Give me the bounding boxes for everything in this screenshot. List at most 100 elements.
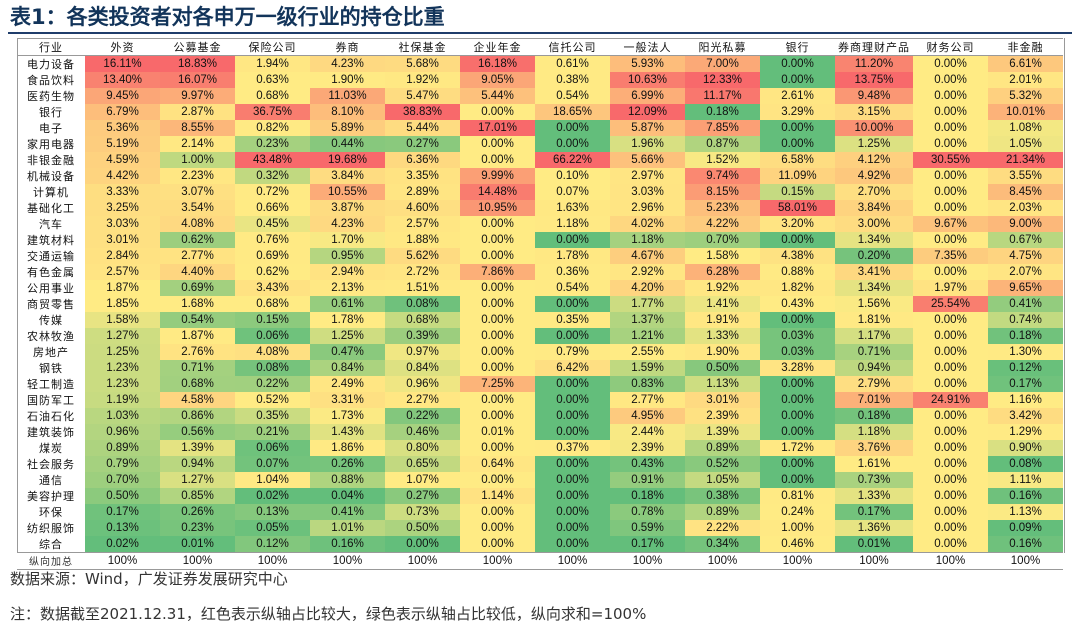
header-investor: 公募基金	[160, 38, 235, 56]
holding-cell: 2.84%	[85, 248, 160, 264]
holding-cell: 1.25%	[310, 328, 385, 344]
header-investor: 信托公司	[535, 38, 610, 56]
holding-cell: 0.41%	[988, 296, 1063, 312]
holding-cell: 9.67%	[913, 216, 988, 232]
holding-cell: 0.00%	[460, 344, 535, 360]
holding-cell: 2.57%	[385, 216, 460, 232]
holding-cell: 0.00%	[760, 312, 835, 328]
holding-cell: 0.39%	[385, 328, 460, 344]
industry-label: 房地产	[17, 344, 85, 360]
holding-cell: 0.00%	[460, 360, 535, 376]
holding-cell: 0.78%	[610, 504, 685, 520]
holding-cell: 4.38%	[760, 248, 835, 264]
holding-cell: 0.18%	[610, 488, 685, 504]
header-investor: 阳光私募	[685, 38, 760, 56]
holding-cell: 3.07%	[160, 184, 235, 200]
total-cell: 100%	[160, 552, 235, 570]
holding-cell: 3.41%	[835, 264, 913, 280]
holding-cell: 0.94%	[835, 360, 913, 376]
holding-cell: 0.38%	[535, 72, 610, 88]
table-row: 公用事业 1.87% 0.69% 3.43% 2.13% 1.51% 0.00% 0.54% 4…	[17, 280, 1063, 296]
holding-cell: 9.00%	[988, 216, 1063, 232]
holding-cell: 0.00%	[460, 440, 535, 456]
holding-cell: 0.23%	[235, 136, 310, 152]
holding-cell: 3.55%	[988, 168, 1063, 184]
holding-cell: 0.08%	[235, 360, 310, 376]
holding-cell: 0.00%	[535, 456, 610, 472]
holding-cell: 0.54%	[535, 88, 610, 104]
holding-cell: 0.91%	[610, 472, 685, 488]
holding-cell: 0.00%	[535, 520, 610, 536]
header-investor: 银行	[760, 38, 835, 56]
holding-cell: 0.70%	[685, 232, 760, 248]
holding-cell: 13.75%	[835, 72, 913, 88]
holding-cell: 0.76%	[235, 232, 310, 248]
holding-cell: 2.97%	[610, 168, 685, 184]
holding-cell: 2.01%	[988, 72, 1063, 88]
holding-cell: 2.96%	[610, 200, 685, 216]
holding-cell: 5.89%	[310, 120, 385, 136]
holding-cell: 1.51%	[385, 280, 460, 296]
table-row: 社会服务 0.79% 0.94% 0.07% 0.26% 0.65% 0.64% 0.00% 0…	[17, 456, 1063, 472]
holding-cell: 0.00%	[385, 536, 460, 553]
holding-cell: 0.01%	[835, 536, 913, 553]
holding-cell: 0.79%	[535, 344, 610, 360]
holding-cell: 1.90%	[685, 344, 760, 360]
total-cell: 100%	[535, 552, 610, 570]
holding-cell: 0.00%	[913, 344, 988, 360]
table-row: 农林牧渔 1.27% 1.87% 0.06% 1.25% 0.39% 0.00% 0.00% 1…	[17, 328, 1063, 344]
holding-cell: 0.00%	[535, 392, 610, 408]
holding-cell: 1.86%	[310, 440, 385, 456]
header-investor: 券商	[310, 38, 385, 56]
holding-cell: 0.27%	[385, 488, 460, 504]
holding-cell: 1.56%	[835, 296, 913, 312]
holding-cell: 0.08%	[988, 456, 1063, 472]
holding-cell: 0.70%	[85, 472, 160, 488]
holding-cell: 4.08%	[160, 216, 235, 232]
table-row: 有色金属 2.57% 4.40% 0.62% 2.94% 2.72% 7.86% 0.36% 2…	[17, 264, 1063, 280]
holding-cell: 3.25%	[85, 200, 160, 216]
table-row: 非银金融 4.59% 1.00% 43.48% 19.68% 6.36% 0.00% 66.2…	[17, 152, 1063, 168]
holding-cell: 0.61%	[310, 296, 385, 312]
holding-cell: 2.03%	[988, 200, 1063, 216]
holding-cell: 0.02%	[235, 488, 310, 504]
holding-cell: 0.06%	[235, 440, 310, 456]
holding-cell: 0.97%	[385, 344, 460, 360]
holding-cell: 5.66%	[610, 152, 685, 168]
holding-cell: 3.87%	[310, 200, 385, 216]
holding-cell: 0.54%	[160, 312, 235, 328]
holding-cell: 16.11%	[85, 55, 160, 72]
holding-cell: 19.68%	[310, 152, 385, 168]
table-row: 商贸零售 1.85% 1.68% 0.68% 0.61% 0.08% 0.00% 0.00% 1…	[17, 296, 1063, 312]
holding-cell: 2.89%	[385, 184, 460, 200]
holding-cell: 7.00%	[685, 55, 760, 72]
holding-cell: 0.00%	[913, 488, 988, 504]
industry-label: 食品饮料	[17, 72, 85, 88]
holding-cell: 1.18%	[535, 216, 610, 232]
holding-cell: 0.17%	[988, 376, 1063, 392]
holding-cell: 4.58%	[160, 392, 235, 408]
holding-cell: 7.85%	[685, 120, 760, 136]
holding-cell: 8.10%	[310, 104, 385, 120]
holding-cell: 6.36%	[385, 152, 460, 168]
holding-cell: 0.43%	[610, 456, 685, 472]
industry-label: 有色金属	[17, 264, 85, 280]
holding-cell: 1.37%	[610, 312, 685, 328]
holding-cell: 0.00%	[535, 376, 610, 392]
table-row: 医药生物 9.45% 9.97% 0.68% 11.03% 5.47% 5.44% 0.54%…	[17, 88, 1063, 104]
holding-cell: 0.00%	[760, 408, 835, 424]
holding-cell: 2.61%	[760, 88, 835, 104]
holding-cell: 0.13%	[85, 520, 160, 536]
holding-cell: 0.00%	[913, 536, 988, 553]
holding-cell: 2.07%	[988, 264, 1063, 280]
holding-cell: 1.58%	[685, 248, 760, 264]
holding-cell: 0.47%	[310, 344, 385, 360]
holding-cell: 1.78%	[535, 248, 610, 264]
holding-cell: 0.00%	[760, 472, 835, 488]
holding-cell: 0.00%	[460, 392, 535, 408]
industry-label: 交通运输	[17, 248, 85, 264]
holding-cell: 0.88%	[310, 472, 385, 488]
holding-cell: 1.41%	[685, 296, 760, 312]
holding-cell: 1.39%	[160, 440, 235, 456]
holding-cell: 0.00%	[460, 504, 535, 520]
